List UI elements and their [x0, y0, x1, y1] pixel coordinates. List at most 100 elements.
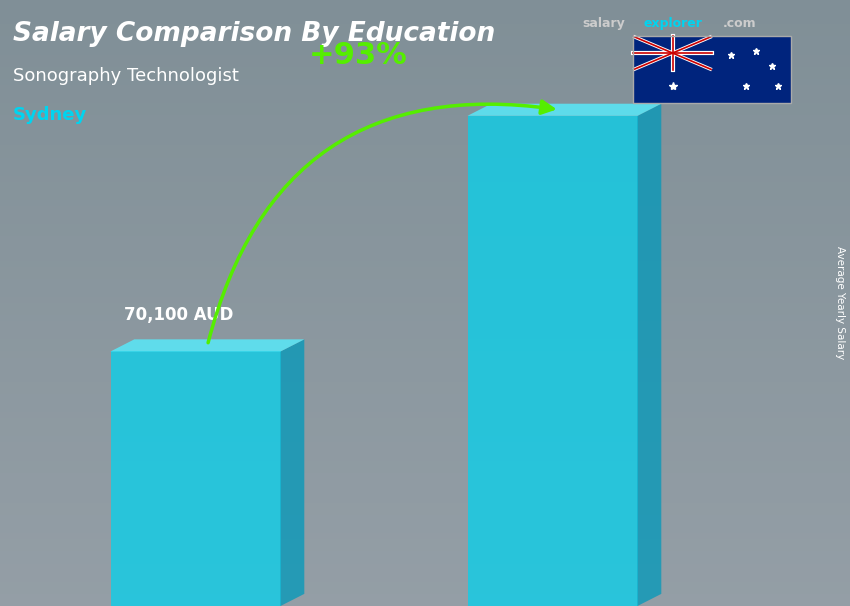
Bar [0, 273, 850, 279]
Text: Average Yearly Salary: Average Yearly Salary [835, 247, 845, 359]
Text: salary: salary [582, 17, 625, 30]
Bar [0, 115, 850, 121]
Bar [0, 533, 850, 539]
Bar [0, 485, 850, 491]
Bar [0, 121, 850, 127]
Bar [0, 91, 850, 97]
Bar [0, 454, 850, 461]
Bar [0, 109, 850, 115]
Bar [0, 255, 850, 261]
Bar [0, 424, 850, 430]
Polygon shape [468, 104, 661, 116]
Bar [0, 176, 850, 182]
Bar [0, 461, 850, 467]
Bar [0, 448, 850, 454]
Polygon shape [110, 351, 280, 606]
Bar [0, 61, 850, 67]
Bar [0, 139, 850, 145]
Polygon shape [633, 36, 790, 103]
Bar [0, 503, 850, 509]
Bar [0, 570, 850, 576]
Bar [0, 224, 850, 230]
Bar [0, 242, 850, 248]
Bar [0, 491, 850, 497]
Bar [0, 291, 850, 297]
Bar [0, 133, 850, 139]
FancyArrowPatch shape [208, 101, 553, 343]
Bar [0, 200, 850, 206]
Bar [0, 309, 850, 315]
Bar [0, 24, 850, 30]
Bar [0, 188, 850, 194]
Bar [0, 364, 850, 370]
Bar [0, 521, 850, 527]
Bar [0, 406, 850, 412]
Bar [0, 236, 850, 242]
Bar [0, 558, 850, 564]
Bar [0, 12, 850, 18]
Bar [0, 194, 850, 200]
Bar [0, 218, 850, 224]
Bar [0, 36, 850, 42]
Bar [0, 79, 850, 85]
Bar [0, 279, 850, 285]
Bar [0, 388, 850, 394]
Bar [0, 430, 850, 436]
Bar [0, 182, 850, 188]
Bar [0, 394, 850, 400]
Bar [0, 382, 850, 388]
Polygon shape [638, 104, 661, 606]
Bar [0, 248, 850, 255]
Bar [0, 152, 850, 158]
Bar [0, 351, 850, 358]
Bar [0, 0, 850, 6]
Bar [0, 564, 850, 570]
Bar [0, 30, 850, 36]
Bar [0, 285, 850, 291]
Text: .com: .com [722, 17, 756, 30]
Bar [0, 467, 850, 473]
Bar [0, 170, 850, 176]
Bar [0, 576, 850, 582]
Bar [0, 582, 850, 588]
Bar [0, 327, 850, 333]
Bar [0, 48, 850, 55]
Text: 135,000 AUD: 135,000 AUD [648, 64, 768, 82]
Bar [0, 145, 850, 152]
Bar [0, 127, 850, 133]
Bar [0, 442, 850, 448]
Bar [0, 206, 850, 212]
Bar [0, 418, 850, 424]
Bar [0, 339, 850, 345]
Bar [0, 370, 850, 376]
Bar [0, 103, 850, 109]
Bar [0, 18, 850, 24]
Bar [0, 212, 850, 218]
Bar [0, 551, 850, 558]
Text: Sydney: Sydney [13, 106, 87, 124]
Bar [0, 594, 850, 600]
Text: explorer: explorer [643, 17, 702, 30]
Bar [0, 358, 850, 364]
Bar [0, 545, 850, 551]
Polygon shape [110, 339, 304, 351]
Bar [0, 473, 850, 479]
Bar [0, 333, 850, 339]
Bar [0, 412, 850, 418]
Bar [0, 600, 850, 606]
Polygon shape [468, 116, 638, 606]
Bar [0, 85, 850, 91]
Bar [0, 97, 850, 103]
Bar [0, 158, 850, 164]
Bar [0, 588, 850, 594]
Bar [0, 345, 850, 351]
Bar [0, 539, 850, 545]
Bar [0, 267, 850, 273]
Bar [0, 303, 850, 309]
Bar [0, 321, 850, 327]
Bar [0, 297, 850, 303]
Bar [0, 230, 850, 236]
Bar [0, 67, 850, 73]
Bar [0, 527, 850, 533]
Bar [0, 261, 850, 267]
